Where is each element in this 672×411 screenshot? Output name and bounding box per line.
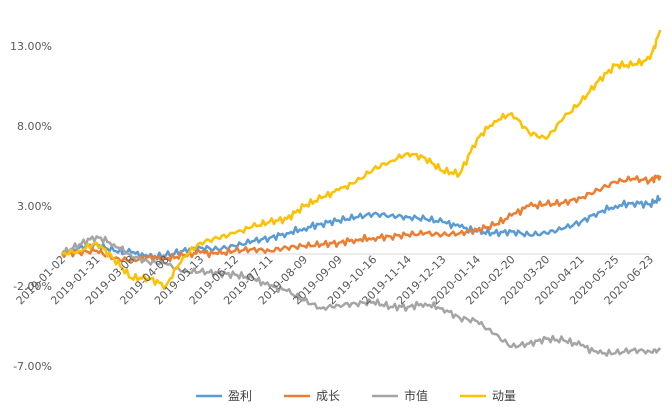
y-tick-label: -2.00% [13,280,52,293]
y-tick-label: 8.00% [17,120,52,133]
legend-label: 成长 [316,389,340,403]
y-tick-label: -7.00% [13,360,52,373]
series-line [61,235,662,357]
legend-label: 动量 [492,389,516,403]
x-axis-tick-labels: 2019-01-022019-01-312019-03-082019-04-08… [14,253,656,307]
legend: 盈利 成长 市值 动量 [196,388,516,403]
y-tick-label: 3.00% [17,200,52,213]
legend-label: 盈利 [228,389,252,403]
series-line [61,194,662,261]
series-lines [61,29,662,357]
y-axis-tick-labels: 13.00% 8.00% 3.00% -2.00% -7.00% [10,40,52,373]
series-line [61,174,662,263]
series-line [61,29,662,290]
y-tick-label: 13.00% [10,40,52,53]
legend-label: 市值 [404,388,428,403]
